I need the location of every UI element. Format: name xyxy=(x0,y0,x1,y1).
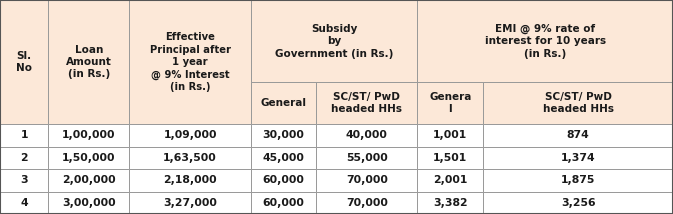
Bar xyxy=(48,124,129,147)
Bar xyxy=(483,124,673,147)
Text: Effective
Principal after
1 year
@ 9% Interest
(in Rs.): Effective Principal after 1 year @ 9% In… xyxy=(149,32,231,92)
Text: 4: 4 xyxy=(20,198,28,208)
Text: 1,00,000: 1,00,000 xyxy=(62,130,116,140)
Bar xyxy=(0,124,48,147)
Text: General: General xyxy=(260,98,307,108)
Text: Sl.
No: Sl. No xyxy=(16,51,32,73)
Text: 3,27,000: 3,27,000 xyxy=(163,198,217,208)
Text: 2,00,000: 2,00,000 xyxy=(62,175,116,185)
Bar xyxy=(0,147,48,169)
Bar xyxy=(129,147,251,169)
Text: 1,09,000: 1,09,000 xyxy=(164,130,217,140)
Bar xyxy=(129,169,251,192)
Text: 3,00,000: 3,00,000 xyxy=(62,198,116,208)
Bar xyxy=(417,124,483,147)
Bar xyxy=(316,192,417,214)
Text: SC/ST/ PwD
headed HHs: SC/ST/ PwD headed HHs xyxy=(542,92,614,114)
Bar xyxy=(417,147,483,169)
Text: Subsidy
by
Government (in Rs.): Subsidy by Government (in Rs.) xyxy=(275,24,393,59)
Bar xyxy=(483,169,673,192)
Text: 60,000: 60,000 xyxy=(262,175,305,185)
Text: SC/ST/ PwD
headed HHs: SC/ST/ PwD headed HHs xyxy=(331,92,402,114)
Bar xyxy=(251,124,316,147)
Text: 60,000: 60,000 xyxy=(262,198,305,208)
Bar xyxy=(251,147,316,169)
Bar xyxy=(48,169,129,192)
Bar xyxy=(483,192,673,214)
Text: 874: 874 xyxy=(567,130,590,140)
Text: 45,000: 45,000 xyxy=(262,153,305,163)
Text: 1,501: 1,501 xyxy=(433,153,467,163)
Text: 3: 3 xyxy=(20,175,28,185)
Bar xyxy=(417,192,483,214)
Bar xyxy=(129,0,251,124)
Bar xyxy=(129,124,251,147)
Bar xyxy=(316,147,417,169)
Bar xyxy=(48,0,129,124)
Text: 1,63,500: 1,63,500 xyxy=(164,153,217,163)
Text: 70,000: 70,000 xyxy=(346,175,388,185)
Text: 40,000: 40,000 xyxy=(346,130,388,140)
Bar xyxy=(251,0,417,82)
Text: 1,50,000: 1,50,000 xyxy=(62,153,116,163)
Text: 3,382: 3,382 xyxy=(433,198,468,208)
Bar xyxy=(483,82,673,124)
Text: EMI @ 9% rate of
interest for 10 years
(in Rs.): EMI @ 9% rate of interest for 10 years (… xyxy=(485,24,606,59)
Bar xyxy=(48,147,129,169)
Text: 2: 2 xyxy=(20,153,28,163)
Bar xyxy=(316,124,417,147)
Bar xyxy=(417,0,673,82)
Bar xyxy=(48,192,129,214)
Bar xyxy=(251,192,316,214)
Bar xyxy=(0,0,48,124)
Text: 2,18,000: 2,18,000 xyxy=(164,175,217,185)
Bar xyxy=(483,147,673,169)
Bar xyxy=(316,82,417,124)
Text: 55,000: 55,000 xyxy=(346,153,388,163)
Text: 3,256: 3,256 xyxy=(561,198,596,208)
Text: Loan
Amount
(in Rs.): Loan Amount (in Rs.) xyxy=(66,45,112,79)
Text: 30,000: 30,000 xyxy=(262,130,305,140)
Text: 1,001: 1,001 xyxy=(433,130,467,140)
Text: Genera
l: Genera l xyxy=(429,92,471,114)
Text: 1: 1 xyxy=(20,130,28,140)
Bar xyxy=(417,169,483,192)
Bar xyxy=(251,169,316,192)
Bar xyxy=(129,192,251,214)
Text: 2,001: 2,001 xyxy=(433,175,468,185)
Text: 1,374: 1,374 xyxy=(561,153,596,163)
Text: 1,875: 1,875 xyxy=(561,175,596,185)
Bar xyxy=(0,192,48,214)
Text: 70,000: 70,000 xyxy=(346,198,388,208)
Bar xyxy=(251,82,316,124)
Bar xyxy=(316,169,417,192)
Bar xyxy=(417,82,483,124)
Bar xyxy=(0,169,48,192)
